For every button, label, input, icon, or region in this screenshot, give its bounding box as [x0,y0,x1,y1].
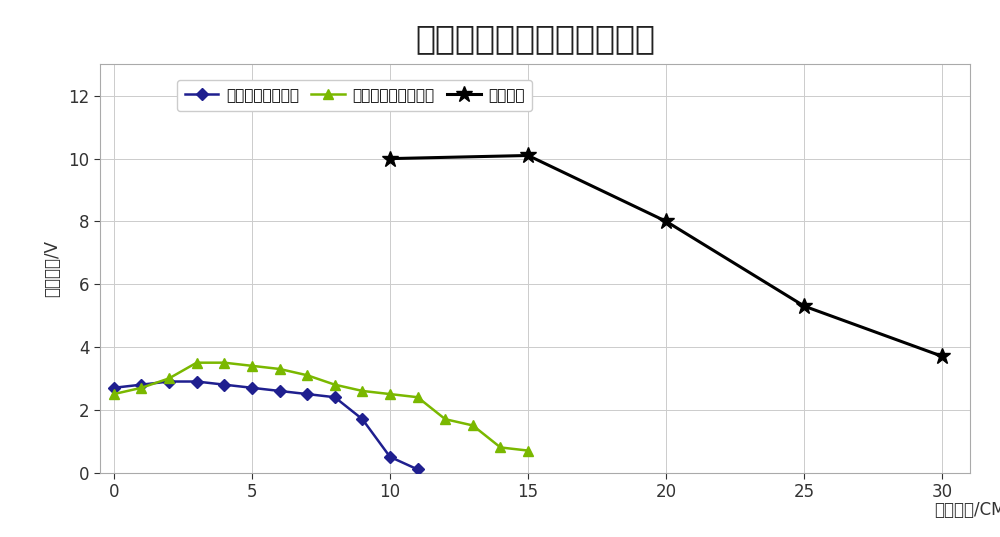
碗状线圈 [798,303,810,309]
立方体线圈副边电压 [439,416,451,423]
平面线圈副边电压 [246,384,258,391]
立方体线圈副边电压 [384,391,396,397]
Line: 碗状线圈: 碗状线圈 [382,147,951,365]
立方体线圈副边电压 [412,394,424,401]
Line: 立方体线圈副边电压: 立方体线圈副边电压 [109,358,533,455]
Legend: 平面线圈副边电压, 立方体线圈副边电压, 碗状线圈: 平面线圈副边电压, 立方体线圈副边电压, 碗状线圈 [177,80,532,111]
平面线圈副边电压 [356,416,368,423]
平面线圈副边电压 [218,381,230,388]
Y-axis label: 副边电压/V: 副边电压/V [43,240,61,297]
平面线圈副边电压 [274,388,286,394]
平面线圈副边电压 [163,378,175,384]
碗状线圈 [384,155,396,162]
立方体线圈副边电压 [356,388,368,394]
立方体线圈副边电压 [108,391,120,397]
立方体线圈副边电压 [218,359,230,366]
立方体线圈副边电压 [522,447,534,454]
平面线圈副边电压 [384,454,396,460]
立方体线圈副边电压 [329,381,341,388]
平面线圈副边电压 [329,394,341,401]
立方体线圈副边电压 [163,375,175,382]
Title: 不同线圈结构传输特性比较: 不同线圈结构传输特性比较 [415,22,655,55]
立方体线圈副边电压 [467,422,479,429]
Line: 平面线圈副边电压: 平面线圈副边电压 [110,378,422,474]
立方体线圈副边电压 [191,359,203,366]
平面线圈副边电压 [301,391,313,397]
平面线圈副边电压 [412,466,424,473]
平面线圈副边电压 [135,381,147,388]
立方体线圈副边电压 [274,366,286,372]
平面线圈副边电压 [191,378,203,384]
碗状线圈 [522,153,534,159]
立方体线圈副边电压 [246,362,258,369]
碗状线圈 [936,353,948,360]
X-axis label: 传输距离/CM: 传输距离/CM [934,501,1000,519]
立方体线圈副边电压 [494,444,506,451]
立方体线圈副边电压 [301,372,313,379]
碗状线圈 [660,218,672,224]
立方体线圈副边电压 [135,384,147,391]
平面线圈副边电压 [108,384,120,391]
